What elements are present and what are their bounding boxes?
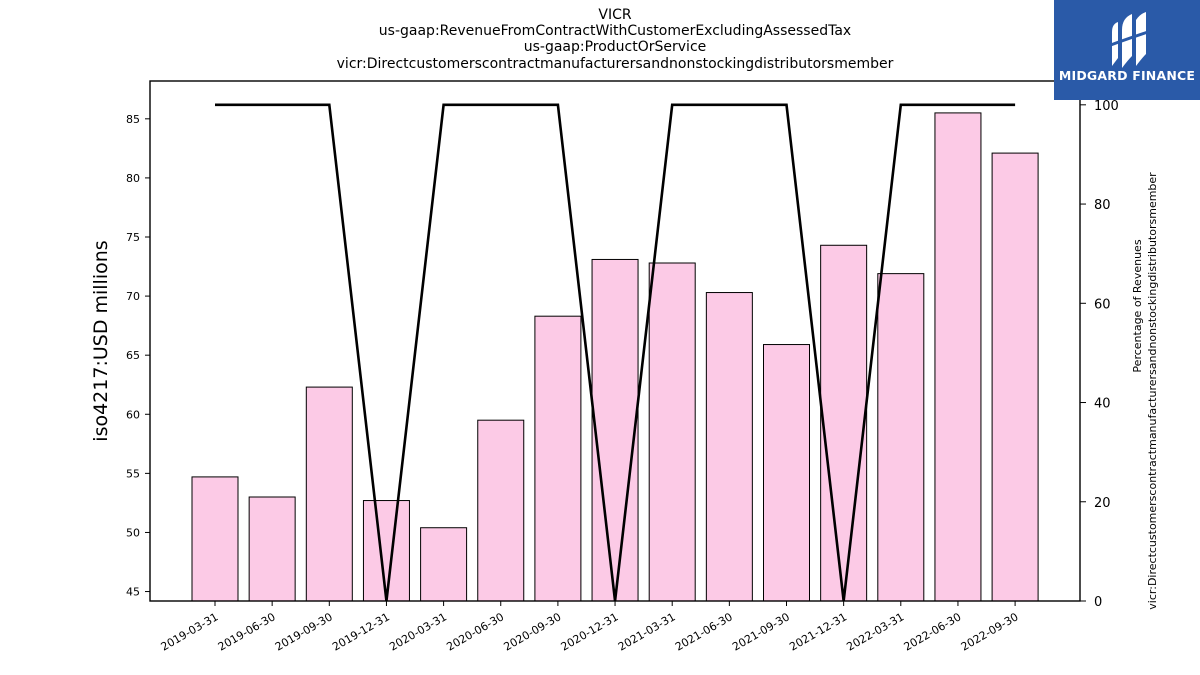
bar-2020-09-30 [535,316,581,601]
xtick-label-2020-06-30: 2020-06-30 [444,610,506,653]
bar-2022-03-31 [878,274,924,601]
midgard-finance-logo: MIDGARD FINANCE [1054,0,1200,100]
ytick-label-55: 55 [126,467,140,480]
bar-2019-12-31 [363,501,409,601]
ytick-label-75: 75 [126,231,140,244]
bar-2019-03-31 [192,477,238,601]
logo-mark-icon [1104,10,1152,72]
xtick-label-2020-12-31: 2020-12-31 [559,610,621,653]
logo-text: MIDGARD FINANCE [1054,68,1200,83]
xtick-label-2019-09-30: 2019-09-30 [273,610,335,653]
xtick-label-2020-03-31: 2020-03-31 [387,610,449,653]
ytick-label-65: 65 [126,349,140,362]
y2tick-label-60: 60 [1094,297,1111,312]
xtick-label-2021-09-30: 2021-09-30 [730,610,792,653]
bar-2021-03-31 [649,263,695,601]
bar-2021-12-31 [821,245,867,601]
y-axis-label: iso4217:USD millions [90,240,112,441]
ytick-label-60: 60 [126,408,140,421]
y2tick-label-20: 20 [1094,496,1111,511]
xtick-label-2019-12-31: 2019-12-31 [330,610,392,653]
ytick-label-50: 50 [126,526,140,539]
xtick-label-2022-06-30: 2022-06-30 [902,610,964,653]
y2-axis-label-line2: vicr:Directcustomerscontractmanufacturer… [1146,172,1159,610]
xtick-label-2020-09-30: 2020-09-30 [502,610,564,653]
y2-axis-label-line1: Percentage of Revenues [1131,239,1144,372]
xtick-label-2021-12-31: 2021-12-31 [787,610,849,653]
bar-2020-03-31 [421,528,467,601]
bar-2022-09-30 [992,153,1038,601]
xtick-label-2022-03-31: 2022-03-31 [844,610,906,653]
y2tick-label-100: 100 [1094,99,1119,114]
bar-2020-12-31 [592,259,638,601]
xtick-label-2021-03-31: 2021-03-31 [616,610,678,653]
y2tick-label-0: 0 [1094,595,1102,610]
bar-2020-06-30 [478,420,524,601]
ytick-label-45: 45 [126,586,140,599]
bar-2021-09-30 [764,345,810,601]
bar-2022-06-30 [935,113,981,601]
bar-2019-06-30 [249,497,295,601]
ytick-label-85: 85 [126,113,140,126]
bar-2019-09-30 [306,387,352,601]
xtick-label-2022-09-30: 2022-09-30 [959,610,1021,653]
bar-2021-06-30 [706,293,752,601]
xtick-label-2019-06-30: 2019-06-30 [216,610,278,653]
xtick-label-2021-06-30: 2021-06-30 [673,610,735,653]
ytick-label-70: 70 [126,290,140,303]
ytick-label-80: 80 [126,172,140,185]
xtick-label-2019-03-31: 2019-03-31 [159,610,221,653]
y2tick-label-40: 40 [1094,397,1111,412]
y2tick-label-80: 80 [1094,198,1111,213]
